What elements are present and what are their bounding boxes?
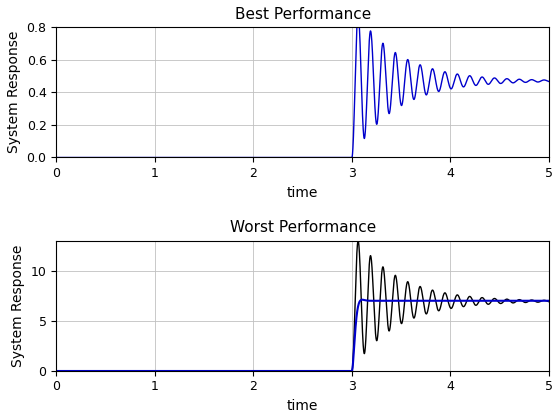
Y-axis label: System Response: System Response — [7, 31, 21, 153]
Title: Best Performance: Best Performance — [235, 7, 371, 22]
X-axis label: time: time — [287, 186, 318, 200]
Title: Worst Performance: Worst Performance — [230, 220, 376, 236]
Y-axis label: System Response: System Response — [11, 244, 25, 367]
X-axis label: time: time — [287, 399, 318, 413]
